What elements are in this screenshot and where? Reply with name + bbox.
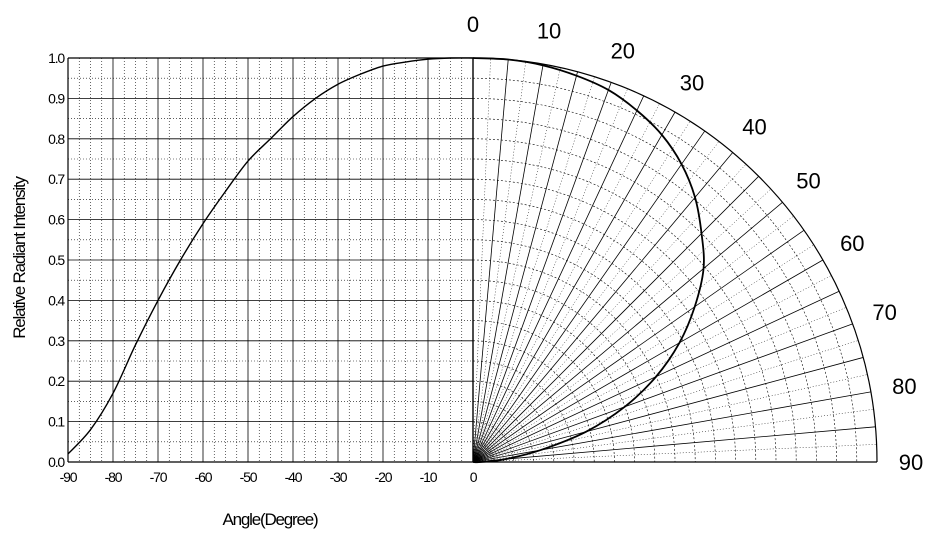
polar-angle-label: 20 (611, 38, 635, 63)
polar-ring (472, 441, 494, 463)
x-tick-label: -30 (330, 469, 348, 485)
y-tick-label: 0.5 (48, 252, 65, 268)
polar-spoke (472, 357, 864, 463)
series-layer (67, 57, 705, 464)
y-axis-label: Relative Radiant Intensity (10, 176, 29, 339)
polar-ring (472, 340, 595, 463)
polar-spoke (472, 71, 578, 463)
x-tick-label: -60 (195, 469, 213, 485)
polar-spoke (472, 130, 706, 463)
polar-spoke-minor (472, 409, 874, 463)
polar-spoke (472, 202, 783, 463)
y-tick-label: 0.2 (48, 373, 65, 389)
polar-spoke-minor (472, 188, 772, 463)
polar-spoke-minor (472, 121, 691, 463)
x-tick-label: -50 (240, 469, 258, 485)
polar-angle-label: 30 (680, 71, 704, 96)
polar-angle-label: 10 (537, 19, 561, 44)
polar-spoke-minor (472, 103, 660, 463)
x-tick-label: -70 (150, 469, 168, 485)
polar-spoke-minor (472, 163, 747, 463)
polar-ring (472, 178, 757, 463)
polar-ring (472, 199, 736, 463)
polar-spoke-minor (472, 215, 794, 463)
polar-spoke (472, 111, 676, 463)
x-tick-label: -90 (60, 469, 78, 485)
polar-ring (472, 279, 656, 463)
x-tick-label: -40 (285, 469, 303, 485)
polar-angle-label: 50 (796, 168, 820, 193)
polar-spoke-minor (472, 374, 868, 463)
polar-spoke-minor (472, 244, 814, 463)
polar-spoke-minor (472, 58, 491, 463)
polar-spoke-minor (472, 76, 595, 463)
y-tick-label: 0.1 (48, 414, 65, 430)
x-axis-label: Angle(Degree) (223, 510, 318, 529)
polar-spoke (472, 426, 876, 463)
polar-spoke (472, 82, 612, 463)
y-tick-label: 0.6 (48, 212, 65, 228)
polar-spoke (472, 259, 824, 463)
y-tick-label: 1.0 (48, 50, 65, 66)
polar-spoke-minor (472, 444, 877, 463)
polar-angle-label: 70 (872, 300, 896, 325)
polar-spoke-minor (472, 141, 720, 463)
y-tick-label: 0.3 (48, 333, 65, 349)
tick-label-layer: -90 -80 -70 -60 -50 -40 -30 -20 -10 0 0.0 0.1 0.2 0.3… (48, 12, 923, 485)
y-tick-label: 0.0 (48, 454, 65, 470)
polar-grid (472, 57, 878, 463)
x-tick-label: 0 (470, 469, 478, 485)
y-tick-label: 0.8 (48, 131, 65, 147)
polar-spoke-minor (472, 307, 847, 463)
y-tick-label: 0.9 (48, 90, 65, 106)
x-tick-label: -20 (375, 469, 393, 485)
polar-ring (472, 380, 555, 463)
polar-spoke-minor (472, 67, 561, 463)
polar-spoke (472, 64, 544, 463)
polar-spoke-minor (472, 61, 526, 463)
polar-spoke-minor (472, 340, 859, 463)
polar-spoke (472, 176, 759, 463)
polar-spoke (472, 323, 853, 463)
x-tick-label: -10 (420, 469, 438, 485)
intensity-curve-polar (472, 57, 705, 464)
polar-ring (472, 259, 676, 463)
polar-spoke-minor (472, 275, 832, 463)
polar-spoke-minor (472, 88, 628, 463)
polar-ring (472, 219, 716, 463)
polar-angle-label: 40 (742, 114, 766, 139)
polar-spoke (472, 152, 733, 463)
cartesian-grid (67, 57, 474, 463)
polar-spoke (472, 95, 645, 463)
intensity-curve-cartesian (67, 57, 474, 455)
polar-angle-label: 90 (899, 450, 923, 475)
polar-spoke (472, 229, 805, 463)
polar-spoke (472, 59, 509, 463)
y-tick-label: 0.7 (48, 171, 65, 187)
cartesian-frame (67, 57, 877, 463)
y-tick-label: 0.4 (48, 292, 65, 308)
polar-angle-label: 0 (467, 12, 479, 37)
x-tick-label: -80 (105, 469, 123, 485)
polar-angle-label: 80 (892, 374, 916, 399)
polar-angle-label: 60 (840, 231, 864, 256)
polar-ring (472, 360, 575, 463)
